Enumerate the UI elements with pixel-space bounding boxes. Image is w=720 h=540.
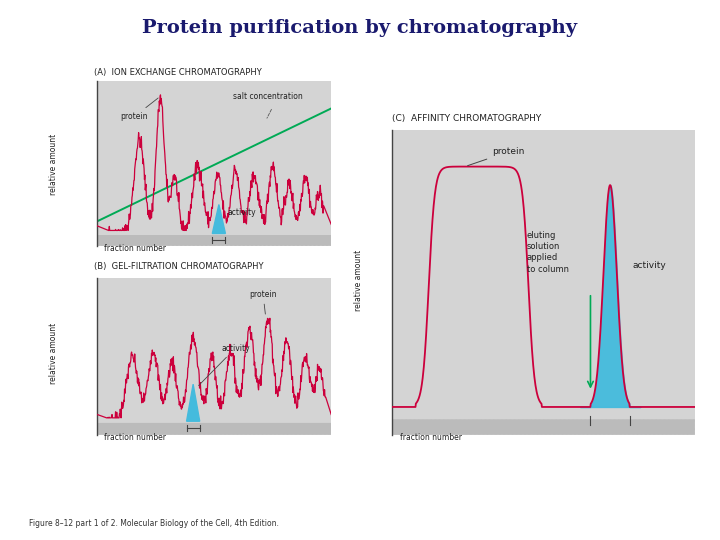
Text: eluting
solution
applied
to column: eluting solution applied to column bbox=[527, 231, 569, 274]
Text: relative amount: relative amount bbox=[354, 250, 363, 312]
Text: fraction number: fraction number bbox=[400, 433, 462, 442]
Text: protein: protein bbox=[249, 289, 276, 314]
Text: activity: activity bbox=[199, 343, 250, 386]
Text: fraction number: fraction number bbox=[104, 433, 166, 442]
Text: (A)  ION EXCHANGE CHROMATOGRAPHY: (A) ION EXCHANGE CHROMATOGRAPHY bbox=[94, 68, 261, 77]
Text: Figure 8–12 part 1 of 2. Molecular Biology of the Cell, 4th Edition.: Figure 8–12 part 1 of 2. Molecular Biolo… bbox=[29, 519, 279, 528]
Text: relative amount: relative amount bbox=[50, 134, 58, 195]
Text: (B)  GEL-FILTRATION CHROMATOGRAPHY: (B) GEL-FILTRATION CHROMATOGRAPHY bbox=[94, 262, 263, 271]
Text: relative amount: relative amount bbox=[50, 323, 58, 384]
Text: fraction number: fraction number bbox=[104, 244, 166, 253]
Text: activity: activity bbox=[633, 261, 667, 271]
Text: protein: protein bbox=[121, 98, 158, 121]
Text: Protein purification by chromatography: Protein purification by chromatography bbox=[143, 19, 577, 37]
Text: protein: protein bbox=[467, 147, 525, 166]
Text: (C)  AFFINITY CHROMATOGRAPHY: (C) AFFINITY CHROMATOGRAPHY bbox=[392, 113, 541, 123]
Text: salt concentration: salt concentration bbox=[233, 92, 302, 102]
Text: activity: activity bbox=[227, 208, 256, 217]
Polygon shape bbox=[186, 384, 199, 421]
Polygon shape bbox=[212, 205, 225, 233]
